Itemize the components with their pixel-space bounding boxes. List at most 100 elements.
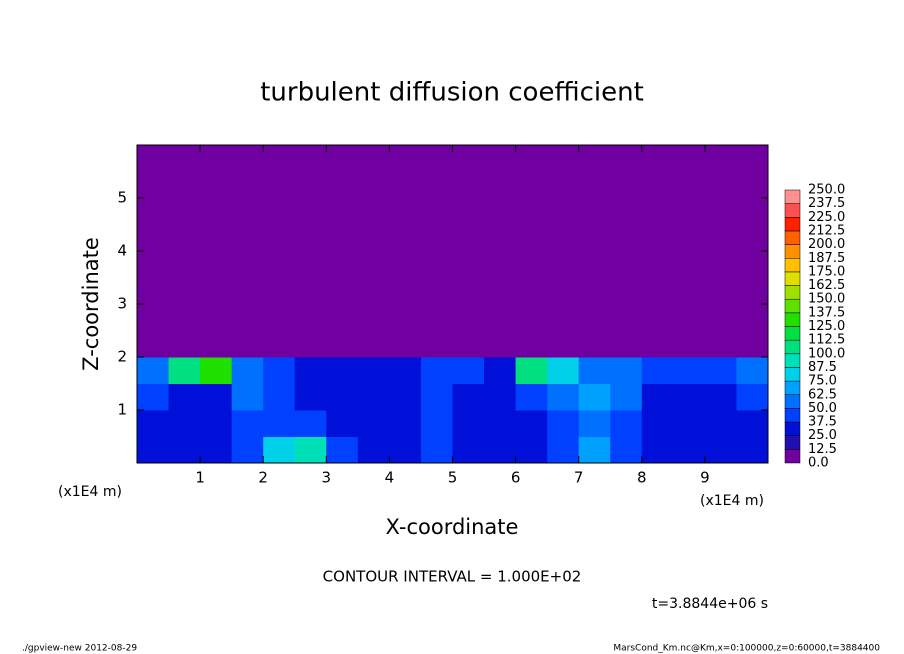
colorbar-label: 200.0 [808,237,845,252]
heat-cell [137,383,170,411]
colorbar-swatch [784,217,801,232]
x-tick-label: 1 [195,469,205,487]
annotation: CONTOUR INTERVAL = 1.000E+02 [323,568,582,586]
heat-cell [357,410,390,437]
heat-cell [515,357,548,384]
heat-cell [420,383,453,411]
heat-cell [231,436,264,464]
colorbar-label: 62.5 [808,387,837,402]
heat-cell [547,436,580,464]
heat-cell [515,145,548,358]
heat-cell [578,383,611,411]
heat-cell [641,145,674,358]
time-label: t=3.8844e+06 s [652,596,768,612]
heat-cell [673,357,706,384]
heat-cell [231,357,264,384]
heat-cell [673,410,706,437]
heat-cell [484,145,517,358]
heat-cell [515,383,548,411]
colorbar-swatch [784,408,801,423]
colorbar-label: 25.0 [808,428,837,443]
heat-cell [168,410,201,437]
heat-cell [547,145,580,358]
heat-cell [641,383,674,411]
colorbar-label: 100.0 [808,346,845,361]
chart-title: turbulent diffusion coefficient [260,78,644,108]
heat-cell [357,436,390,464]
heat-cell [673,145,706,358]
heat-cell [736,383,769,411]
colorbar-label: 0.0 [808,456,829,471]
heat-cell [137,436,170,464]
heat-cell [547,383,580,411]
heat-cell [420,357,453,384]
heat-cell [294,436,327,464]
heat-cell [484,410,517,437]
heat-cell [610,357,643,384]
x-unit-label: (x1E4 m) [700,493,764,509]
colorbar-swatch [784,339,801,355]
colorbar-label: 112.5 [808,333,845,348]
colorbar-label: 137.5 [808,305,845,320]
colorbar-swatch [784,230,801,245]
heat-cell [610,436,643,464]
colorbar-label: 175.0 [808,264,845,279]
heat-cell [578,410,611,437]
heat-cell [704,357,737,384]
heat-cell [641,357,674,384]
heat-cell [704,436,737,464]
heat-cell [452,410,485,437]
colorbar-swatch [784,367,801,382]
heat-cell [673,436,706,464]
heat-cell [578,357,611,384]
x-tick-label: 2 [258,469,268,487]
heat-cell [200,410,233,437]
heat-cell [357,357,390,384]
colorbar-label: 75.0 [808,374,837,389]
heat-cell [326,436,359,464]
heat-cell [231,383,264,411]
x-tick-label: 4 [385,469,395,487]
heat-cell [263,357,296,384]
colorbar-swatch [784,394,801,409]
heat-cell [515,436,548,464]
heat-cell [263,145,296,358]
heat-cell [578,145,611,358]
heat-cell [326,145,359,358]
heat-cell [736,410,769,437]
heat-cell [294,383,327,411]
heat-cell [704,410,737,437]
heat-cell [736,436,769,464]
x-tick-label: 8 [637,469,647,487]
colorbar-swatch [784,449,801,464]
heat-cell [484,357,517,384]
colorbar-swatch [784,189,801,204]
colorbar-swatch [784,298,801,314]
x-axis-label: X-coordinate [386,515,519,539]
heat-cell [263,383,296,411]
heat-cell [736,357,769,384]
y-unit-label: (x1E4 m) [58,484,122,500]
colorbar-label: 125.0 [808,319,845,334]
y-tick-label: 4 [117,242,127,260]
heat-cell [610,383,643,411]
colorbar-label: 12.5 [808,442,837,457]
heat-cell [515,410,548,437]
heat-cell [263,436,296,464]
heat-cell [578,436,611,464]
colorbar-swatch [784,421,801,436]
heat-cell [673,383,706,411]
heat-cell [389,410,422,437]
y-tick-label: 1 [117,401,127,419]
heat-cell [231,145,264,358]
heat-cell [326,383,359,411]
footer-left: ./gpview-new 2012-08-29 [22,644,137,654]
heat-cell [231,410,264,437]
x-tick-label: 3 [322,469,332,487]
colorbar-swatch [784,312,801,327]
colorbar-label: 87.5 [808,360,837,375]
heat-cell [610,145,643,358]
colorbar-swatch [784,258,801,273]
colorbar-label: 50.0 [808,401,837,416]
heat-cell [420,145,453,358]
